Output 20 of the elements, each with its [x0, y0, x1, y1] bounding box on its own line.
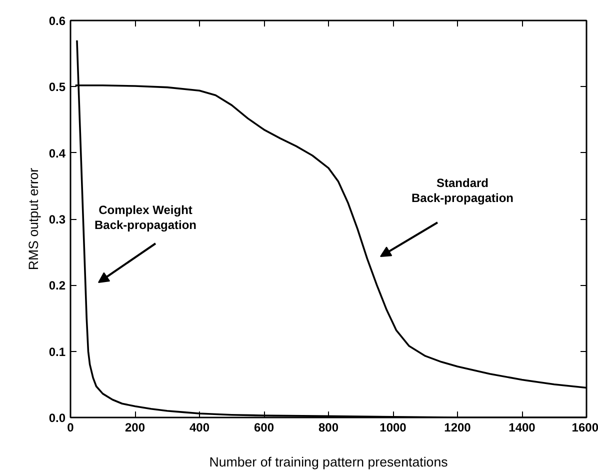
x-tick-label: 400	[189, 420, 210, 434]
annotation: Complex Weight Back-propagation	[94, 202, 197, 232]
y-axis-title: RMS output error	[26, 167, 41, 270]
x-axis-title: Number of training pattern presentations	[209, 454, 448, 470]
y-tick-label: 0.2	[48, 278, 66, 293]
y-tick-label: 0.1	[48, 344, 66, 359]
x-tick-label: 200	[124, 420, 146, 434]
x-tick-label: 800	[318, 420, 339, 434]
y-tick-label: 0.6	[48, 14, 66, 28]
y-tick-label: 0.3	[48, 212, 66, 226]
x-tick-label: 1000	[380, 420, 407, 434]
x-tick-label: 600	[254, 420, 274, 434]
y-tick-label: 0.0	[48, 411, 66, 425]
x-tick-label: 1200	[444, 420, 472, 434]
y-tick-label: 0.5	[48, 80, 66, 94]
x-tick-label: 1600	[572, 420, 598, 434]
y-tick-label: 0.4	[48, 146, 66, 160]
x-tick-label: 1400	[508, 420, 536, 434]
annotation: Standard Back-propagation	[411, 176, 514, 206]
x-tick-label: 0	[67, 420, 74, 434]
